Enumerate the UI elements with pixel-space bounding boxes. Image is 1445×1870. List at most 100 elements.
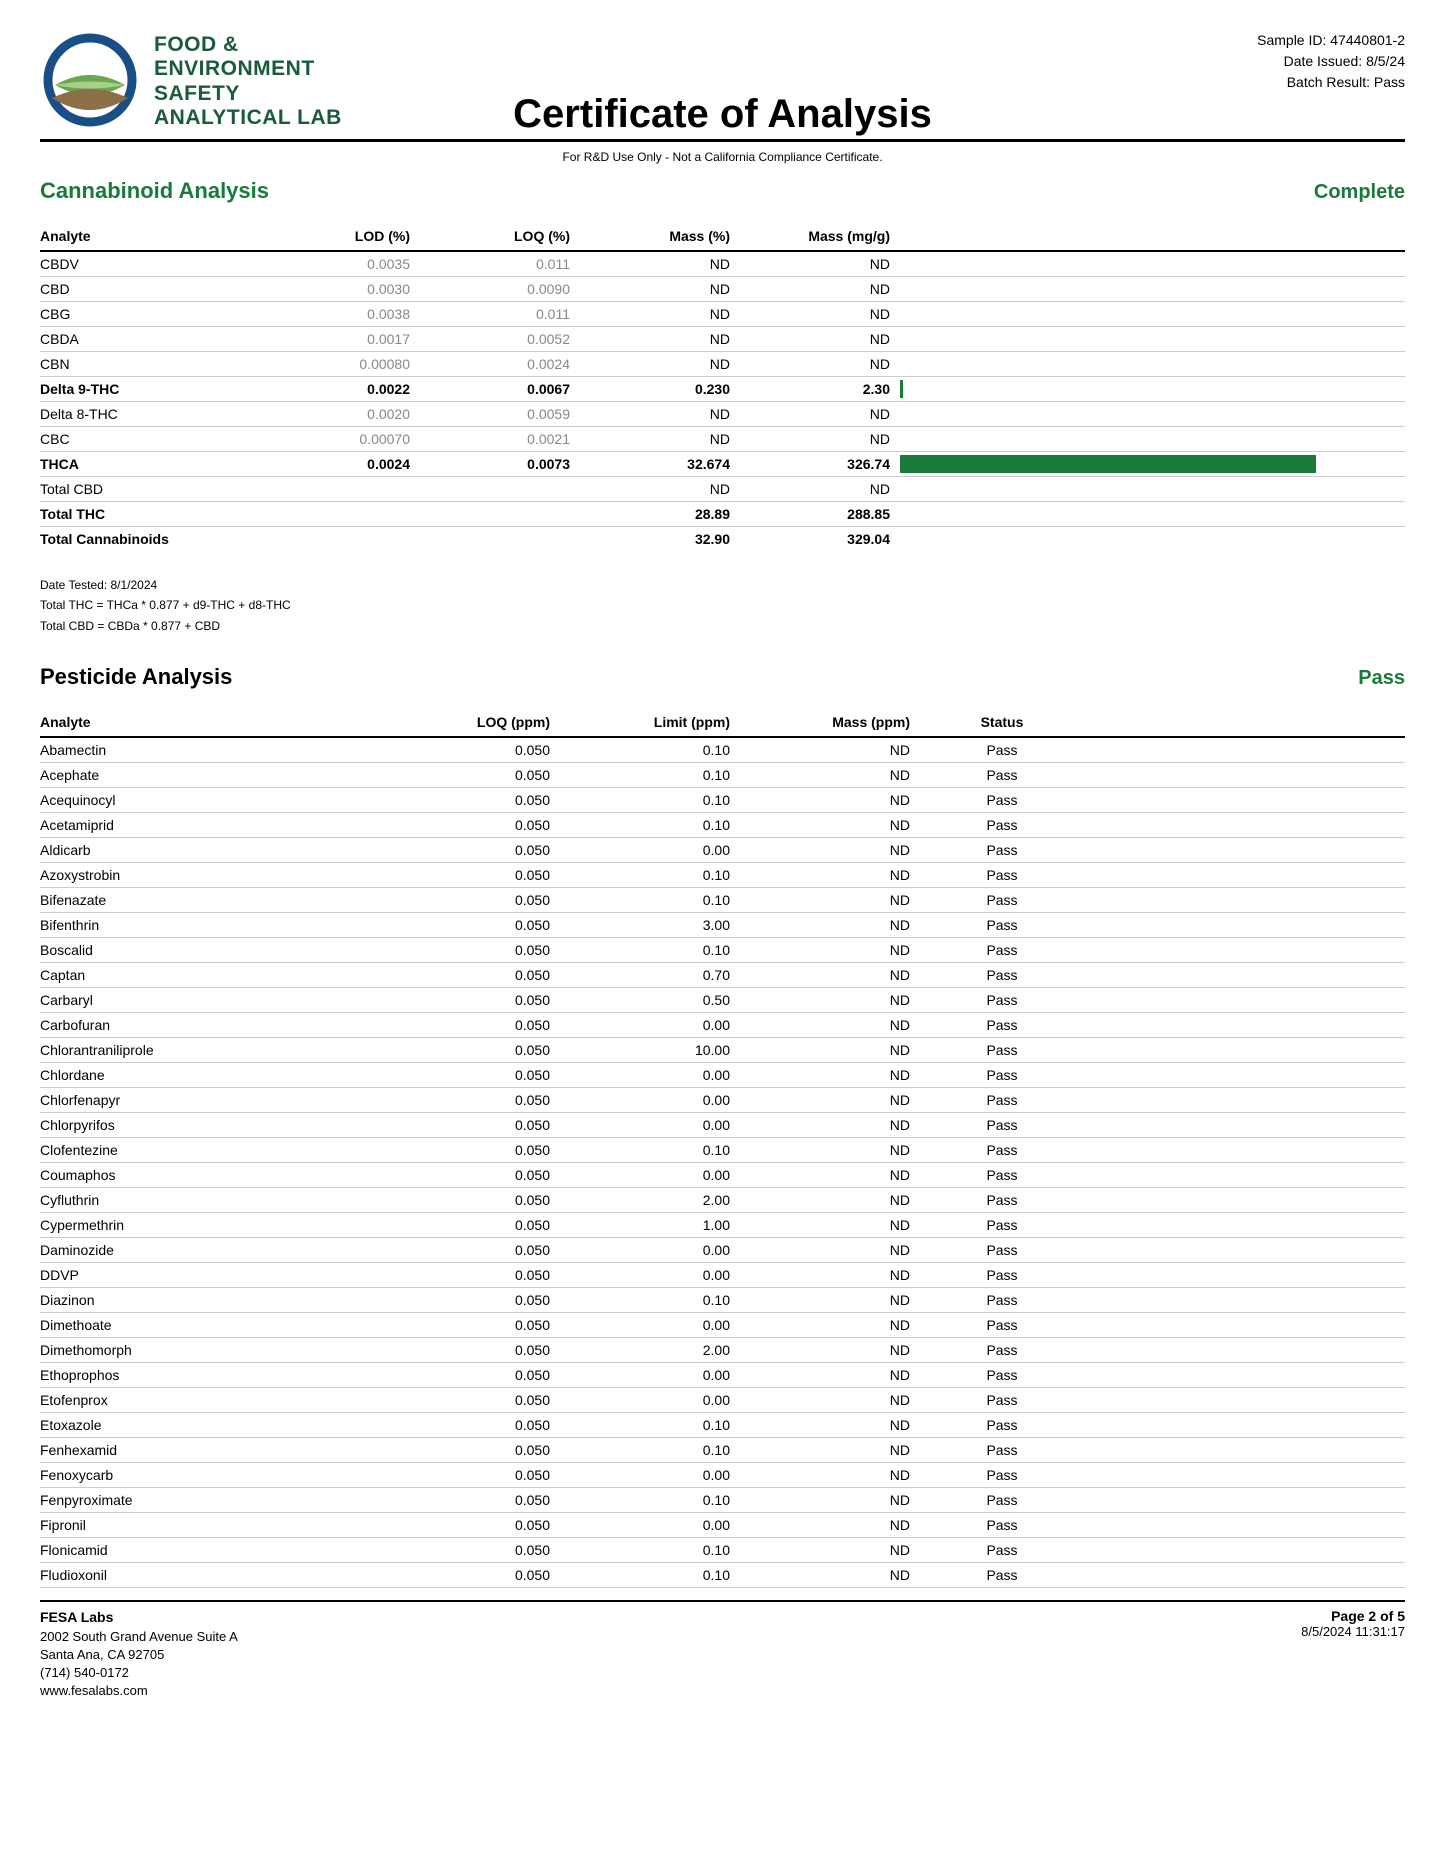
value-bar: [900, 380, 903, 398]
table-cell: Dimethomorph: [40, 1338, 380, 1363]
table-cell: ND: [740, 1138, 920, 1163]
table-cell: 0.10: [560, 938, 740, 963]
table-cell: 0.0022: [260, 377, 420, 402]
table-row: Daminozide0.0500.00NDPass: [40, 1238, 1405, 1263]
table-cell: Flonicamid: [40, 1538, 380, 1563]
table-cell: [260, 502, 420, 527]
table-cell: Pass: [920, 1013, 1090, 1038]
table-cell: ND: [740, 1288, 920, 1313]
table-row: Total CBDNDND: [40, 477, 1405, 502]
table-cell: 0.0038: [260, 302, 420, 327]
table-cell: 0.050: [380, 938, 560, 963]
table-cell: Pass: [920, 1538, 1090, 1563]
table-cell: 0.050: [380, 1338, 560, 1363]
table-cell: Pass: [920, 1488, 1090, 1513]
table-cell: ND: [740, 1313, 920, 1338]
table-cell: Pass: [920, 1388, 1090, 1413]
table-cell: ND: [740, 1063, 920, 1088]
table-cell: 0.0059: [420, 402, 580, 427]
bar-cell: [900, 427, 1405, 452]
table-cell: 0.10: [560, 863, 740, 888]
table-row: Chlorantraniliprole0.05010.00NDPass: [40, 1038, 1405, 1063]
table-row: Chlorfenapyr0.0500.00NDPass: [40, 1088, 1405, 1113]
table-cell: ND: [740, 427, 900, 452]
page-header: FOOD & ENVIRONMENT SAFETY ANALYTICAL LAB…: [40, 30, 1405, 142]
table-cell: 2.00: [560, 1188, 740, 1213]
table-cell: Captan: [40, 963, 380, 988]
table-cell: [1090, 1463, 1405, 1488]
table-header: LOD (%): [260, 222, 420, 251]
table-cell: ND: [740, 813, 920, 838]
table-cell: [1090, 1363, 1405, 1388]
table-cell: 0.0035: [260, 251, 420, 277]
table-cell: Pass: [920, 1238, 1090, 1263]
table-cell: Pass: [920, 1463, 1090, 1488]
date-issued: Date Issued: 8/5/24: [1257, 51, 1405, 72]
table-cell: Chlorpyrifos: [40, 1113, 380, 1138]
bar-cell: [900, 477, 1405, 502]
table-cell: 0.050: [380, 888, 560, 913]
table-cell: 0.00070: [260, 427, 420, 452]
table-cell: 0.00: [560, 1013, 740, 1038]
table-cell: [1090, 1513, 1405, 1538]
table-header: Analyte: [40, 222, 260, 251]
table-cell: Pass: [920, 1038, 1090, 1063]
table-row: Carbaryl0.0500.50NDPass: [40, 988, 1405, 1013]
table-cell: Bifenazate: [40, 888, 380, 913]
table-cell: 0.050: [380, 1263, 560, 1288]
table-cell: [1090, 1113, 1405, 1138]
table-row: Fludioxonil0.0500.10NDPass: [40, 1563, 1405, 1588]
bar-cell: [900, 452, 1405, 477]
table-cell: [1090, 1538, 1405, 1563]
table-cell: 0.050: [380, 788, 560, 813]
table-cell: 0.0030: [260, 277, 420, 302]
table-cell: 0.050: [380, 913, 560, 938]
pesticide-title: Pesticide Analysis: [40, 664, 232, 690]
table-row: Delta 9-THC0.00220.00670.2302.30: [40, 377, 1405, 402]
table-cell: [1090, 963, 1405, 988]
table-cell: Diazinon: [40, 1288, 380, 1313]
table-cell: Acephate: [40, 763, 380, 788]
bar-cell: [900, 377, 1405, 402]
table-cell: Pass: [920, 1088, 1090, 1113]
table-cell: [1090, 1338, 1405, 1363]
table-cell: Fenhexamid: [40, 1438, 380, 1463]
bar-cell: [900, 327, 1405, 352]
page-title: Certificate of Analysis: [513, 92, 932, 137]
table-cell: ND: [740, 1338, 920, 1363]
table-cell: 0.050: [380, 1113, 560, 1138]
table-cell: Pass: [920, 1313, 1090, 1338]
table-cell: 0.00: [560, 1063, 740, 1088]
table-cell: Pass: [920, 963, 1090, 988]
table-cell: Total Cannabinoids: [40, 527, 260, 552]
table-cell: ND: [740, 477, 900, 502]
table-cell: Pass: [920, 913, 1090, 938]
table-cell: ND: [740, 838, 920, 863]
footer-addr1: 2002 South Grand Avenue Suite A: [40, 1628, 238, 1646]
table-cell: [1090, 1438, 1405, 1463]
table-row: CBDV0.00350.011NDND: [40, 251, 1405, 277]
table-cell: [1090, 763, 1405, 788]
table-cell: ND: [740, 1388, 920, 1413]
table-cell: ND: [740, 302, 900, 327]
table-cell: [1090, 1038, 1405, 1063]
table-cell: [1090, 1138, 1405, 1163]
table-cell: ND: [740, 327, 900, 352]
table-cell: 0.00: [560, 1463, 740, 1488]
bar-cell: [900, 402, 1405, 427]
table-cell: ND: [740, 1088, 920, 1113]
table-cell: Pass: [920, 1363, 1090, 1388]
table-cell: Cyfluthrin: [40, 1188, 380, 1213]
table-cell: CBD: [40, 277, 260, 302]
table-cell: [1090, 888, 1405, 913]
table-cell: [1090, 1388, 1405, 1413]
table-cell: Delta 8-THC: [40, 402, 260, 427]
footer-addr2: Santa Ana, CA 92705: [40, 1646, 238, 1664]
table-cell: ND: [740, 1163, 920, 1188]
table-cell: Pass: [920, 1263, 1090, 1288]
table-cell: ND: [740, 1188, 920, 1213]
note-line: Date Tested: 8/1/2024: [40, 575, 1405, 595]
table-cell: 32.674: [580, 452, 740, 477]
table-cell: Pass: [920, 1413, 1090, 1438]
table-cell: [1090, 1563, 1405, 1588]
